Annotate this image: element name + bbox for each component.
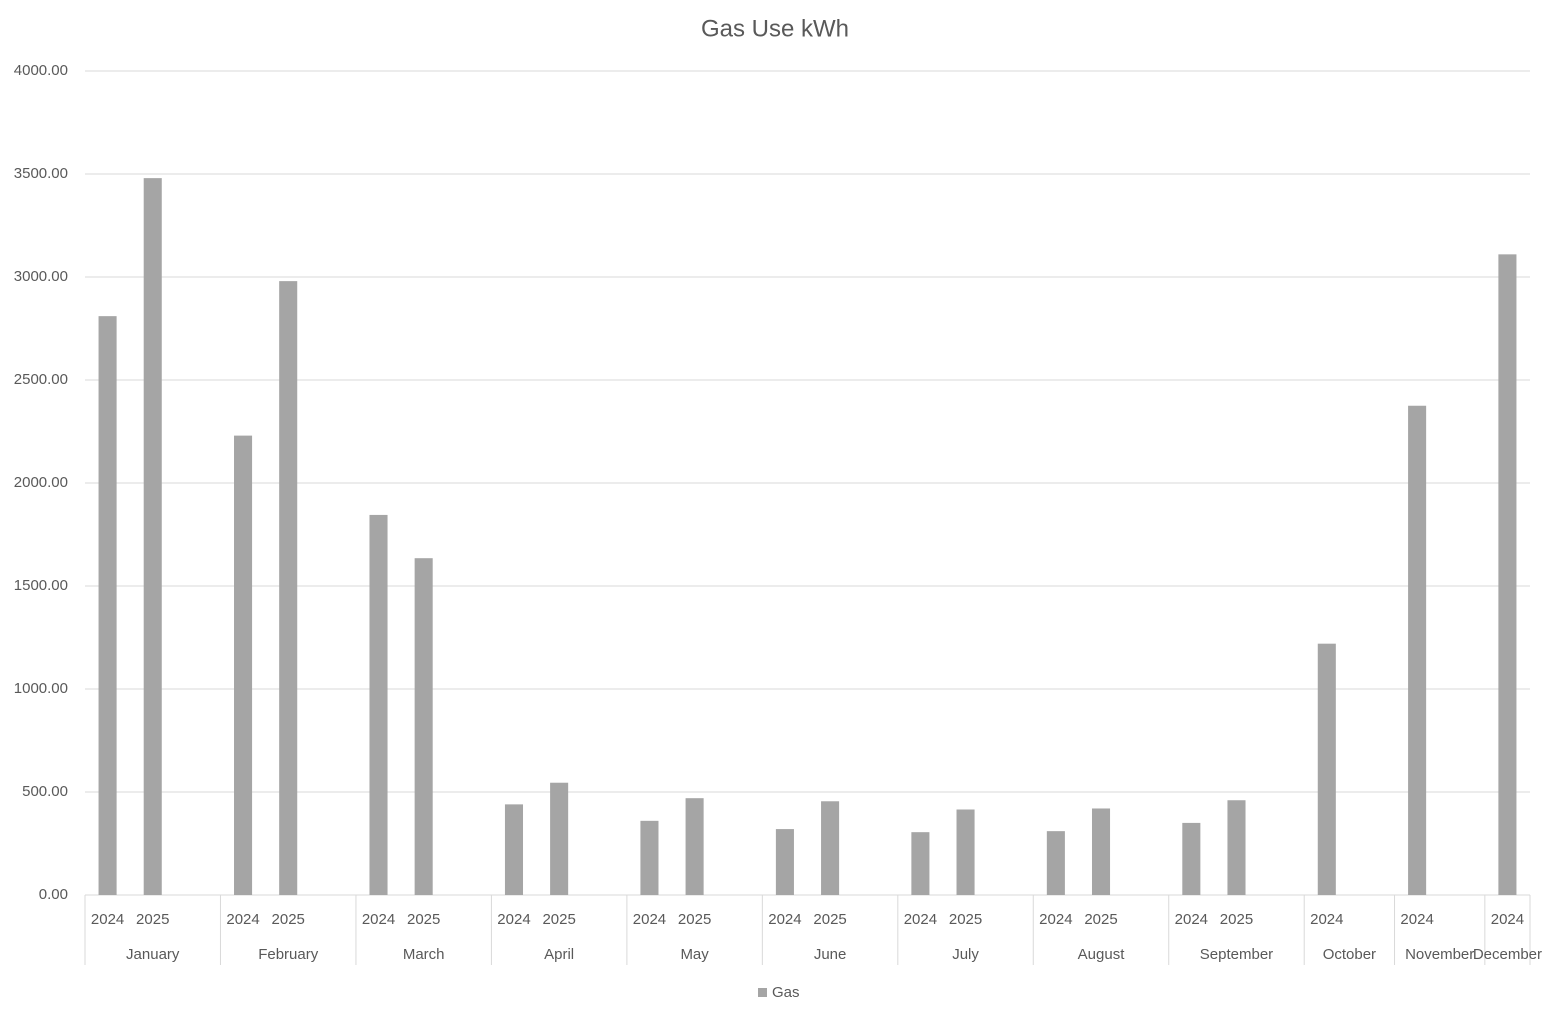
x-tick-label: 2025 — [272, 911, 305, 928]
bar — [279, 281, 298, 895]
group-label: July — [952, 946, 979, 963]
y-tick-label: 3500.00 — [14, 165, 68, 182]
x-tick-label: 2025 — [1220, 911, 1253, 928]
group-label: May — [680, 946, 709, 963]
x-tick-label: 2025 — [407, 911, 440, 928]
group-label: August — [1078, 946, 1126, 963]
group-label: June — [814, 946, 847, 963]
x-tick-label: 2024 — [362, 911, 395, 928]
bar — [414, 558, 433, 895]
bar — [1317, 643, 1336, 895]
x-tick-label: 2025 — [542, 911, 575, 928]
x-tick-label: 2025 — [1084, 911, 1117, 928]
bar — [821, 801, 840, 895]
bar — [550, 782, 569, 895]
bar — [1498, 254, 1517, 896]
chart-title: Gas Use kWh — [701, 15, 849, 42]
bar — [911, 832, 930, 895]
x-tick-label: 2024 — [1491, 911, 1524, 928]
bar — [640, 820, 659, 895]
x-tick-label: 2024 — [497, 911, 530, 928]
bar — [234, 435, 253, 895]
bar — [1408, 405, 1427, 895]
x-tick-label: 2024 — [1039, 911, 1072, 928]
x-tick-label: 2025 — [678, 911, 711, 928]
x-tick-label: 2024 — [768, 911, 801, 928]
y-tick-label: 2500.00 — [14, 371, 68, 388]
group-label: December — [1473, 946, 1542, 963]
bar — [504, 804, 524, 895]
group-label: March — [403, 946, 445, 963]
x-tick-label: 2024 — [1310, 911, 1343, 928]
group-label: November — [1405, 946, 1474, 963]
bar — [1227, 800, 1246, 895]
bar — [685, 798, 704, 895]
group-label: April — [544, 946, 574, 963]
legend-label: Gas — [772, 984, 800, 1001]
x-tick-label: 2025 — [813, 911, 846, 928]
bar — [956, 809, 975, 895]
bar — [1182, 822, 1201, 895]
x-tick-label: 2024 — [633, 911, 666, 928]
y-tick-label: 4000.00 — [14, 62, 68, 79]
y-tick-label: 1500.00 — [14, 577, 68, 594]
y-tick-label: 2000.00 — [14, 474, 68, 491]
bar — [98, 316, 117, 895]
y-tick-label: 500.00 — [22, 783, 68, 800]
bar — [143, 178, 162, 895]
group-label: September — [1200, 946, 1273, 963]
x-tick-label: 2024 — [91, 911, 124, 928]
y-tick-label: 3000.00 — [14, 268, 68, 285]
bar — [369, 514, 388, 895]
x-tick-label: 2025 — [949, 911, 982, 928]
x-tick-label: 2024 — [1175, 911, 1208, 928]
x-tick-label: 2024 — [226, 911, 259, 928]
bar — [1046, 831, 1065, 895]
y-tick-label: 0.00 — [39, 886, 68, 903]
bar — [775, 829, 794, 895]
legend-swatch — [758, 988, 767, 997]
x-tick-label: 2024 — [1400, 911, 1433, 928]
bar — [1091, 808, 1111, 895]
x-tick-label: 2024 — [904, 911, 937, 928]
group-label: January — [126, 946, 180, 963]
group-label: October — [1323, 946, 1376, 963]
y-tick-label: 1000.00 — [14, 680, 68, 697]
group-label: February — [258, 946, 319, 963]
x-tick-label: 2025 — [136, 911, 169, 928]
